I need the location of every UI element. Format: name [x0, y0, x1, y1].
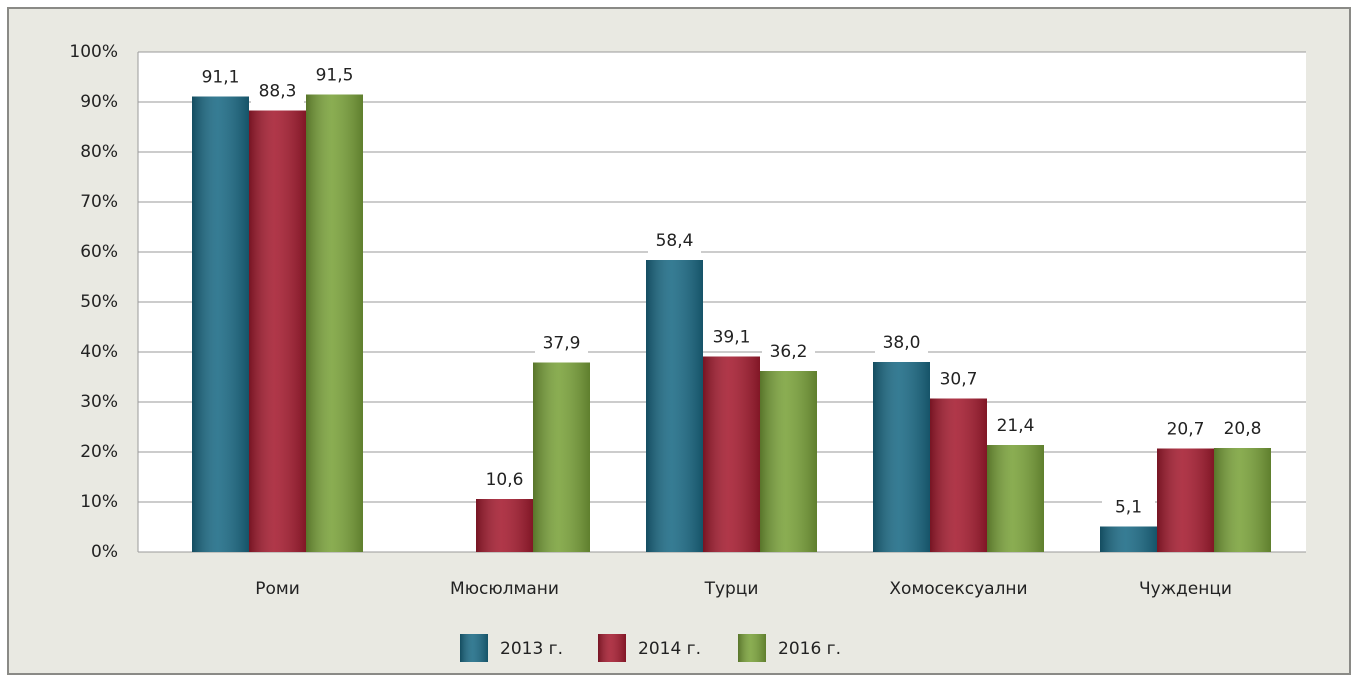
bar-shade	[249, 110, 306, 552]
data-label: 10,6	[486, 470, 524, 490]
data-label: 37,9	[543, 334, 581, 354]
y-tick-label: 20%	[80, 442, 118, 462]
legend-shade	[738, 634, 766, 662]
label-bg	[762, 338, 815, 366]
bar-shade	[930, 398, 987, 552]
label-bg	[251, 77, 304, 106]
bar-shade	[873, 362, 930, 552]
data-label: 39,1	[713, 328, 751, 348]
x-tick-label: Хомосексуални	[889, 579, 1027, 599]
label-bg	[705, 323, 758, 352]
legend-label: 2014 г.	[638, 639, 701, 659]
bar-shade	[533, 362, 590, 552]
label-bg	[932, 365, 985, 394]
data-label: 21,4	[997, 416, 1035, 436]
bar-shade	[1157, 448, 1214, 552]
y-tick-label: 100%	[69, 42, 118, 62]
label-bg	[194, 63, 247, 92]
bar-shade	[306, 94, 363, 552]
bar-shade	[476, 499, 533, 552]
data-label: 58,4	[656, 231, 694, 251]
y-tick-label: 70%	[80, 192, 118, 212]
label-bg	[875, 329, 928, 357]
bar-shade	[646, 260, 703, 552]
x-tick-label: Турци	[704, 579, 759, 599]
label-bg	[648, 227, 701, 255]
legend-label: 2016 г.	[778, 639, 841, 659]
y-tick-label: 60%	[80, 242, 118, 262]
x-tick-label: Мюсюлмани	[450, 579, 559, 599]
label-bg	[535, 329, 588, 358]
legend-shade	[460, 634, 488, 662]
data-label: 91,5	[316, 66, 354, 86]
data-label: 20,8	[1224, 419, 1262, 439]
label-bg	[308, 61, 361, 90]
data-label: 36,2	[770, 342, 808, 362]
data-label: 88,3	[259, 82, 297, 102]
y-tick-label: 30%	[80, 392, 118, 412]
data-label: 30,7	[940, 370, 978, 390]
x-tick-label: Чужденци	[1139, 579, 1232, 599]
label-bg	[1216, 415, 1269, 443]
y-tick-label: 50%	[80, 292, 118, 312]
bar-shade	[987, 445, 1044, 552]
label-bg	[478, 466, 531, 494]
bar-shade	[1214, 448, 1271, 552]
label-bg	[1159, 415, 1212, 444]
data-label: 5,1	[1115, 498, 1142, 518]
data-label: 20,7	[1167, 420, 1205, 440]
label-bg	[1102, 493, 1155, 522]
y-tick-label: 40%	[80, 342, 118, 362]
data-label: 38,0	[883, 333, 921, 353]
data-label: 91,1	[202, 68, 240, 88]
x-tick-label: Роми	[255, 579, 300, 599]
bar-shade	[703, 356, 760, 552]
bar-shade	[1100, 526, 1157, 552]
legend-label: 2013 г.	[500, 639, 563, 659]
label-bg	[989, 412, 1042, 440]
bar-shade	[192, 96, 249, 552]
bar-shade	[760, 371, 817, 552]
y-tick-label: 90%	[80, 92, 118, 112]
y-tick-label: 10%	[80, 492, 118, 512]
y-tick-label: 80%	[80, 142, 118, 162]
legend-shade	[598, 634, 626, 662]
y-tick-label: 0%	[91, 542, 118, 562]
